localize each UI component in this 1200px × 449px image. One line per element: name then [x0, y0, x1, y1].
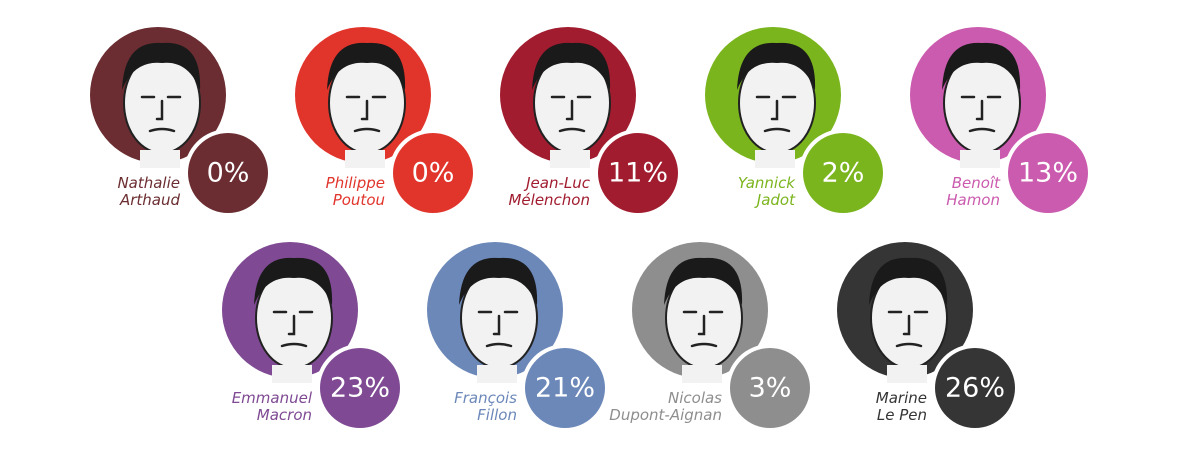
- portrait-hair: [737, 42, 816, 90]
- neck: [887, 365, 927, 383]
- neck: [682, 365, 722, 383]
- candidate-name: Fillon: [477, 406, 517, 424]
- candidate-name: Jadot: [754, 191, 796, 209]
- portrait-features: [140, 95, 182, 133]
- portrait-features: [272, 310, 314, 348]
- candidate-name: Benoît: [952, 174, 1001, 192]
- candidate-name: Yannick: [738, 174, 796, 192]
- portrait-hair: [254, 257, 333, 305]
- share-badge: [598, 133, 678, 213]
- portrait-hair: [664, 257, 743, 305]
- portrait-features: [550, 95, 592, 133]
- portrait-hair: [942, 42, 1021, 90]
- neck: [272, 365, 312, 383]
- candidate-name: Macron: [257, 406, 312, 424]
- candidate-name: Arthaud: [119, 191, 181, 209]
- portrait-features: [477, 310, 519, 348]
- share: 11%: [608, 158, 668, 189]
- share-badge: [188, 133, 268, 213]
- candidate-name: François: [454, 389, 517, 407]
- share-badge: [935, 348, 1015, 428]
- share: 0%: [412, 158, 455, 189]
- candidate-name: Philippe: [326, 174, 385, 192]
- neck: [550, 150, 590, 168]
- candidate-name: Poutou: [333, 191, 385, 209]
- share-badge: [1008, 133, 1088, 213]
- neck: [755, 150, 795, 168]
- portrait-hair: [122, 42, 201, 90]
- portrait-features: [345, 95, 387, 133]
- share: 23%: [330, 373, 390, 404]
- share: 26%: [945, 373, 1005, 404]
- portrait-hair: [327, 42, 406, 90]
- neck: [477, 365, 517, 383]
- share-badge: [525, 348, 605, 428]
- share-badge: [730, 348, 810, 428]
- share: 21%: [535, 373, 595, 404]
- candidate-name: Le Pen: [877, 406, 927, 424]
- candidate-name: Mélenchon: [508, 191, 590, 209]
- portrait-hair: [532, 42, 611, 90]
- share: 13%: [1018, 158, 1078, 189]
- candidate-name: Emmanuel: [232, 389, 313, 407]
- neck: [140, 150, 180, 168]
- neck: [960, 150, 1000, 168]
- share: 0%: [207, 158, 250, 189]
- candidate-name: Marine: [876, 389, 927, 407]
- portrait-features: [682, 310, 724, 348]
- neck: [345, 150, 385, 168]
- portrait-hair: [869, 257, 948, 305]
- candidate-name: Jean-Luc: [523, 174, 591, 192]
- portrait-features: [755, 95, 797, 133]
- portrait-hair: [459, 257, 538, 305]
- share-badge: [393, 133, 473, 213]
- candidate-name: Hamon: [946, 191, 1000, 209]
- share: 2%: [822, 158, 865, 189]
- portrait-features: [960, 95, 1002, 133]
- candidate-name: Nathalie: [117, 174, 180, 192]
- candidate-name: Dupont-Aignan: [609, 406, 722, 424]
- share-badge: [803, 133, 883, 213]
- candidate-name: Nicolas: [668, 389, 722, 407]
- share-badge: [320, 348, 400, 428]
- portrait-features: [887, 310, 929, 348]
- share: 3%: [749, 373, 792, 404]
